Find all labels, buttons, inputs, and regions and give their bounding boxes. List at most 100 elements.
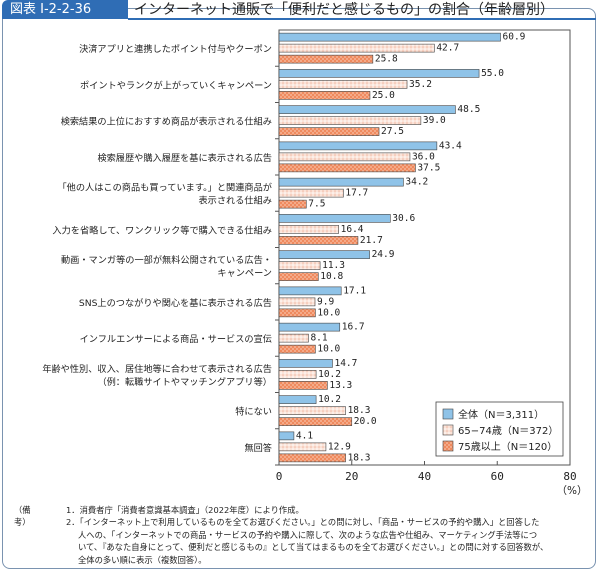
bar-65-74 — [278, 442, 327, 452]
x-unit-label: （%） — [557, 485, 588, 497]
bar-75plus — [278, 54, 374, 64]
data-label: 42.7 — [436, 43, 459, 54]
bar-chart: 決済アプリと連携したポイント付与やクーポン 60.9 42.7 25.8 ポイントやラン… — [42, 29, 588, 497]
legend-swatch — [442, 424, 454, 436]
data-label: 8.1 — [310, 333, 327, 344]
bar-75plus — [278, 417, 353, 426]
data-label: 30.6 — [392, 213, 415, 224]
title-rule — [128, 18, 596, 20]
category-label: 特にない — [235, 406, 272, 418]
bar-75plus — [278, 272, 319, 281]
data-label: 21.7 — [360, 235, 383, 246]
x-tick-label: 80 — [563, 470, 576, 483]
bar-75plus — [278, 453, 346, 463]
figure-title: インターネット通販で「便利だと感じるもの」の割合（年齢層別） — [134, 2, 554, 18]
bar-75plus — [278, 344, 316, 354]
legend-swatch — [442, 440, 454, 452]
legend-swatch — [442, 408, 454, 420]
data-label: 60.9 — [503, 32, 526, 43]
data-label: 39.0 — [423, 115, 446, 126]
x-tick-label: 0 — [276, 470, 283, 483]
notes-label: （備考） — [14, 505, 31, 528]
bar-all — [278, 431, 295, 441]
data-label: 4.1 — [296, 430, 313, 441]
bar-75plus — [278, 199, 307, 209]
bar-65-74 — [278, 43, 435, 53]
note-1: 1．消費者庁「消費者意識基本調査」（2022年度）により作成。 — [66, 505, 304, 515]
data-label: 10.0 — [317, 344, 340, 355]
legend-label: 75歳以上（N＝120） — [458, 441, 557, 453]
data-label: 10.8 — [320, 271, 343, 282]
bar-75plus — [278, 91, 371, 100]
data-label: 18.3 — [348, 452, 371, 463]
bar-65-74 — [278, 333, 309, 343]
category-label: ポイントやランクが上がっていくキャンペーン — [80, 79, 272, 91]
data-label: 25.0 — [372, 90, 395, 101]
category-label: インフルエンサーによる商品・サービスの宣伝 — [80, 333, 272, 345]
data-label: 11.3 — [322, 260, 345, 271]
data-label: 17.7 — [345, 188, 368, 199]
x-tick-label: 40 — [418, 470, 431, 483]
note-2: 2．「インターネット上で利用しているものを全てお選びください。」との問に対し、「… — [66, 517, 540, 528]
bar-65-74 — [278, 297, 316, 307]
data-label: 34.2 — [405, 177, 428, 188]
category-label: 無回答 — [244, 442, 272, 454]
category-label: 「他の人はこの商品も買っています。」と関連商品が — [57, 182, 272, 194]
legend-label: 65−74歳（N＝372） — [458, 425, 558, 437]
legend — [435, 401, 564, 457]
bar-75plus — [278, 163, 416, 173]
data-label: 43.4 — [439, 140, 462, 151]
data-label: 16.4 — [341, 224, 364, 235]
bar-all — [278, 359, 333, 368]
data-label: 16.7 — [342, 322, 365, 333]
data-label: 36.0 — [412, 151, 435, 162]
category-label: SNS上のつながりや関心を基に表示される広告 — [79, 297, 272, 309]
bar-all — [278, 177, 404, 187]
bar-65-74 — [278, 225, 339, 234]
category-label: 決済アプリと連携したポイント付与やクーポン — [79, 43, 272, 55]
bar-65-74 — [278, 152, 411, 162]
data-label: 9.9 — [317, 296, 334, 307]
data-label: 24.9 — [372, 249, 395, 260]
bar-all — [278, 32, 501, 42]
data-label: 17.1 — [343, 285, 366, 296]
data-label: 37.5 — [417, 162, 440, 173]
bar-65-74 — [278, 261, 321, 270]
figure-number: 図表 I-2-2-36 — [2, 0, 128, 19]
category-label: 年齢や性別、収入、居住地等に合わせて表示される広告 — [42, 363, 272, 375]
data-label: 13.3 — [329, 380, 352, 391]
bar-65-74 — [278, 80, 408, 89]
x-tick-label: 60 — [491, 470, 504, 483]
data-label: 48.5 — [457, 104, 480, 115]
bar-65-74 — [278, 116, 422, 125]
category-label: 検索結果の上位におすすめ商品が表示される仕組み — [61, 116, 272, 128]
bar-75plus — [278, 127, 380, 136]
bar-all — [278, 69, 480, 78]
bar-all — [278, 105, 456, 114]
data-label: 10.2 — [318, 394, 341, 405]
data-label: 20.0 — [354, 416, 377, 427]
data-label: 18.3 — [348, 405, 371, 416]
category-label: 動画・マンガ等の一部が無料公開されている広告・ — [61, 254, 272, 266]
category-label: 検索履歴や購入履歴を基に表示される広告 — [97, 152, 272, 164]
legend-label: 全体（N＝3,311） — [458, 408, 544, 421]
data-label: 25.8 — [375, 54, 398, 65]
data-label: 14.7 — [334, 358, 357, 369]
figure-frame — [2, 8, 596, 569]
bar-all — [278, 395, 317, 404]
bar-all — [278, 286, 342, 296]
category-label: キャンペーン — [217, 268, 272, 279]
x-tick-label: 20 — [345, 470, 358, 483]
note-2-cont: 人への、「インターネットでの商品・サービスの予約や購入に際して、次のような広告や… — [78, 529, 538, 540]
data-label: 10.0 — [317, 307, 340, 318]
bar-all — [278, 141, 438, 151]
category-label: 入力を省略して、ワンクリック等で購入できる仕組み — [52, 224, 272, 236]
note-2-cont: いて、『あなた自身にとって、便利だと感じるもの』として当てはまるものを全てお選び… — [78, 542, 549, 553]
bar-all — [278, 214, 391, 223]
bar-65-74 — [278, 188, 344, 198]
bar-65-74 — [278, 370, 317, 379]
data-label: 10.2 — [318, 369, 341, 380]
data-label: 35.2 — [409, 79, 432, 90]
category-label: 表示される仕組み — [199, 195, 273, 207]
